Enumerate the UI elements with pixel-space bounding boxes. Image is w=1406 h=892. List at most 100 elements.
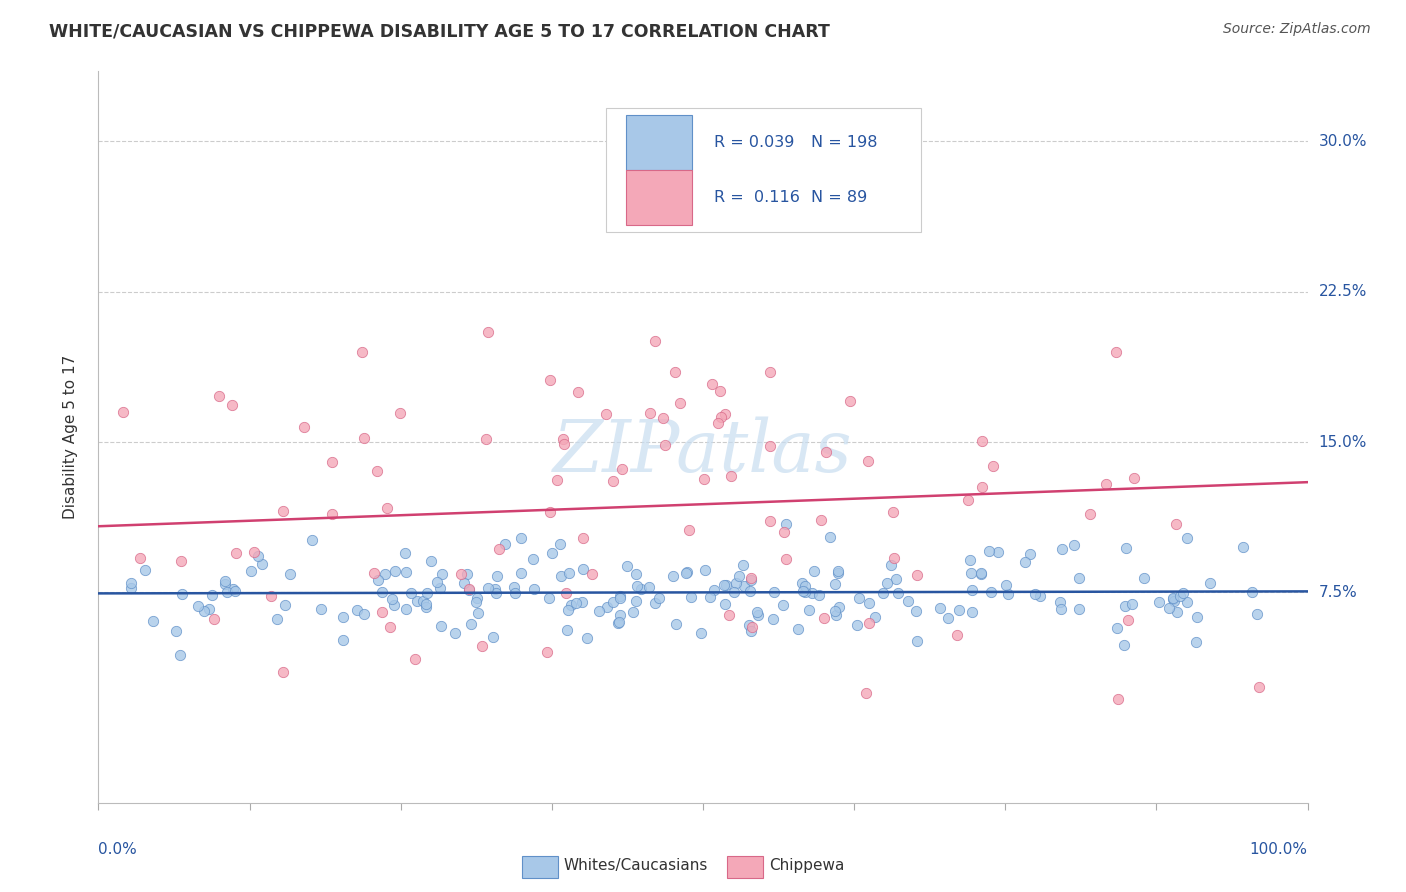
Point — [537, 591, 560, 606]
Point — [702, 376, 724, 391]
Point — [477, 581, 499, 595]
Point — [1115, 541, 1137, 555]
Point — [1173, 585, 1195, 599]
Point — [740, 584, 762, 599]
Point — [773, 525, 796, 540]
Point — [1249, 680, 1271, 694]
Point — [488, 542, 510, 557]
Point — [353, 431, 375, 445]
Point — [546, 473, 568, 487]
Point — [475, 433, 498, 447]
Point — [740, 571, 762, 585]
Point — [681, 590, 703, 604]
Point — [134, 563, 156, 577]
Point — [1095, 476, 1118, 491]
Text: 0.0%: 0.0% — [98, 842, 138, 856]
Text: ZIPatlas: ZIPatlas — [553, 417, 853, 487]
Point — [225, 546, 247, 560]
FancyBboxPatch shape — [522, 856, 558, 878]
Point — [664, 365, 686, 379]
Point — [723, 585, 745, 599]
Point — [321, 455, 343, 469]
Point — [266, 612, 288, 626]
Point — [378, 620, 401, 634]
Point — [1175, 532, 1198, 546]
Point — [120, 576, 142, 591]
Point — [970, 566, 993, 580]
Point — [346, 603, 368, 617]
Point — [419, 554, 441, 568]
Point — [120, 581, 142, 595]
Point — [970, 480, 993, 494]
Point — [405, 594, 427, 608]
Point — [395, 565, 418, 579]
Point — [1175, 595, 1198, 609]
Point — [648, 591, 671, 606]
Point — [596, 600, 619, 615]
Point — [848, 591, 870, 606]
Point — [453, 576, 475, 591]
Point — [747, 607, 769, 622]
Point — [1067, 602, 1090, 616]
Point — [863, 610, 886, 624]
Point — [560, 598, 582, 612]
Point — [278, 566, 301, 581]
Text: 22.5%: 22.5% — [1319, 285, 1367, 300]
Point — [818, 530, 841, 544]
Point — [772, 154, 794, 169]
Point — [1161, 591, 1184, 605]
Point — [1166, 605, 1188, 619]
Point — [202, 612, 225, 626]
Text: N = 198: N = 198 — [811, 136, 877, 150]
Point — [626, 579, 648, 593]
Point — [485, 586, 508, 600]
Point — [301, 533, 323, 548]
Point — [970, 566, 993, 581]
Point — [416, 586, 439, 600]
Point — [654, 438, 676, 452]
Point — [948, 603, 970, 617]
Point — [429, 581, 451, 595]
Point — [855, 685, 877, 699]
Point — [720, 468, 742, 483]
Point — [970, 434, 993, 448]
Point — [523, 582, 546, 596]
Point — [595, 407, 617, 421]
Point — [709, 384, 731, 398]
Point — [187, 599, 209, 613]
Point — [1161, 592, 1184, 607]
Point — [858, 597, 880, 611]
Point — [981, 459, 1004, 474]
Point — [876, 576, 898, 591]
Point — [633, 164, 655, 178]
Point — [678, 524, 700, 538]
Point — [827, 566, 849, 581]
Point — [1121, 597, 1143, 611]
Point — [962, 583, 984, 598]
Point — [221, 398, 243, 412]
Point — [979, 544, 1001, 558]
Point — [1105, 345, 1128, 359]
Point — [458, 582, 481, 596]
Point — [828, 599, 851, 614]
Point — [717, 607, 740, 622]
Point — [621, 605, 644, 619]
Point — [548, 537, 571, 551]
Point — [807, 588, 830, 602]
Point — [799, 602, 821, 616]
Point — [713, 577, 735, 591]
Point — [242, 545, 264, 559]
Point — [856, 453, 879, 467]
Point — [644, 334, 666, 348]
Point — [460, 617, 482, 632]
Point — [366, 464, 388, 478]
Point — [332, 610, 354, 624]
Point — [395, 601, 418, 615]
Point — [467, 606, 489, 620]
Point — [193, 604, 215, 618]
Point — [274, 598, 297, 612]
Point — [624, 594, 647, 608]
Point — [352, 345, 374, 359]
Point — [616, 559, 638, 574]
Point — [571, 531, 593, 545]
